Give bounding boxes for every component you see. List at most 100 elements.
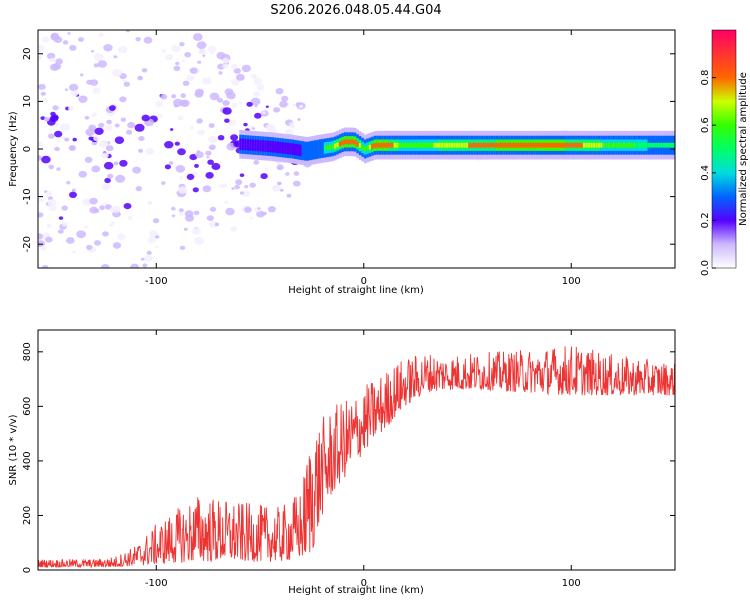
spectrogram-noise-blob	[218, 71, 223, 75]
spectrogram-band-cell	[299, 144, 302, 156]
spectrogram-band-cell	[421, 142, 424, 148]
spectrogram-ytick-label: -10	[22, 188, 33, 204]
spectrogram-noise-blob	[285, 172, 290, 176]
spectrogram-noise-blob	[85, 128, 95, 136]
spectrogram-noise-blob	[286, 193, 292, 198]
spectrogram-noise-blob	[275, 88, 284, 95]
spectrogram-band-cell	[259, 140, 262, 152]
spectrogram-band-cell	[353, 139, 357, 145]
spectrogram-band-cell	[488, 142, 492, 148]
spectrogram-noise-blob	[49, 57, 56, 63]
snr-xtick-label: -100	[145, 578, 168, 589]
spectrogram-band-cell	[465, 142, 469, 148]
spectrogram-band-cell	[513, 142, 516, 148]
spectrogram-noise-blob	[84, 115, 90, 120]
snr-xtick-label: 100	[562, 578, 581, 589]
spectrogram-band-cell	[460, 142, 464, 148]
spectrogram-band-cell	[321, 142, 325, 155]
spectrogram-noise-blob	[119, 159, 128, 167]
spectrogram-noise-blob	[142, 263, 148, 268]
spectrogram-band-cell	[368, 144, 372, 150]
spectrogram-band-cell	[515, 142, 519, 148]
spectrogram-noise-blob	[281, 95, 289, 102]
spectrogram-noise-blob	[104, 124, 113, 131]
spectrogram-band-cell	[563, 142, 566, 148]
spectrogram-noise-blob	[115, 174, 126, 183]
spectrogram-band-cell	[393, 142, 397, 148]
spectrogram-noise-blob	[276, 164, 284, 171]
spectrogram-band-cell	[406, 142, 409, 148]
spectrogram-noise-blob	[253, 91, 261, 97]
colorbar-ticks: 0.0 0.2 0.4 0.6 0.8	[700, 70, 716, 276]
spectrogram-ytick-label: 20	[22, 47, 33, 60]
snr-xtick-label: 0	[361, 578, 367, 589]
spectrogram-band-cell	[286, 142, 290, 155]
spectrogram-band-cell	[244, 138, 247, 151]
spectrogram-noise-blob	[241, 190, 251, 198]
spectrogram-noise-blob	[267, 206, 276, 213]
spectrogram-band-cell	[274, 141, 277, 153]
spectrogram-ytick-label: 10	[22, 95, 33, 108]
spectrogram-band-cell	[540, 142, 544, 148]
spectrogram-noise-blob	[91, 140, 98, 146]
spectrogram-noise-blob	[67, 32, 71, 35]
spectrogram-noise-blob	[40, 91, 46, 96]
spectrogram-noise-blob	[103, 161, 114, 170]
spectrogram-noise-blob	[192, 227, 202, 235]
spectrogram-noise-blob	[185, 214, 194, 222]
spectrogram-noise-blob	[233, 68, 241, 74]
spectrogram-noise-blob	[57, 229, 64, 234]
spectrogram-band-cell	[647, 142, 651, 148]
spectrogram-band-cell	[503, 142, 506, 148]
spectrogram-band-cell	[560, 142, 564, 148]
spectrogram-noise-blob	[225, 207, 235, 216]
spectrogram-noise-blob	[42, 264, 49, 268]
spectrogram-noise-blob	[144, 255, 153, 262]
spectrogram-band-cell	[333, 143, 337, 149]
spectrogram-noise-blob	[205, 150, 212, 156]
snr-xlabel: Height of straight line (km)	[288, 585, 424, 596]
spectrogram-band-cell	[403, 142, 407, 148]
spectrogram-noise-blob	[43, 117, 50, 122]
spectrogram-noise-blob	[97, 60, 108, 68]
spectrogram-noise-blob	[178, 186, 188, 194]
spectrogram-band-cell	[378, 142, 382, 148]
spectrogram-noise-blob	[182, 59, 186, 62]
spectrogram-noise-blob	[132, 17, 139, 23]
spectrogram-noise-blob	[76, 230, 86, 239]
spectrogram-noise-blob	[238, 101, 243, 105]
spectrogram-noise-blob	[140, 257, 145, 261]
spectrogram-noise-blob	[54, 146, 60, 152]
spectrogram-noise-blob	[134, 123, 145, 132]
spectrogram-noise-blob	[279, 100, 288, 108]
spectrogram-noise-blob	[107, 173, 114, 179]
spectrogram-xtick-label: 100	[562, 276, 581, 287]
spectrogram-noise-blob	[105, 145, 114, 152]
spectrogram-noise-blob	[79, 73, 84, 77]
spectrogram-band-cell	[256, 139, 260, 152]
colorbar-tick-label: 0.0	[700, 260, 711, 276]
spectrogram-noise-blob	[48, 164, 54, 170]
spectrogram-noise-blob	[239, 173, 245, 177]
spectrogram-noise-blob	[125, 30, 131, 33]
spectrogram-noise-blob	[135, 37, 141, 42]
spectrogram-noise-blob	[113, 161, 119, 166]
spectrogram-noise-blob	[102, 183, 111, 191]
spectrogram-band-cell	[418, 142, 422, 148]
spectrogram-noise-blob	[217, 135, 225, 141]
spectrogram-band-cell	[246, 139, 250, 151]
spectrogram-band-cell	[338, 141, 342, 147]
spectrogram-band-cell	[251, 139, 255, 151]
spectrogram-noise-blob	[64, 137, 70, 142]
spectrogram-band-cell	[443, 142, 447, 148]
spectrogram-noise-blob	[194, 237, 205, 245]
spectrogram-band-cell	[413, 142, 417, 148]
spectrogram-noise-blob	[194, 163, 199, 168]
spectrogram-band-cell	[261, 140, 265, 152]
spectrogram-band-cell	[269, 140, 272, 153]
spectrogram-noise-blob	[99, 140, 109, 148]
spectrogram-band-cell	[480, 142, 484, 148]
spectrogram-band-cell	[249, 139, 252, 151]
spectrogram-noise-blob	[38, 212, 44, 218]
spectrogram-noise-blob	[78, 170, 88, 178]
